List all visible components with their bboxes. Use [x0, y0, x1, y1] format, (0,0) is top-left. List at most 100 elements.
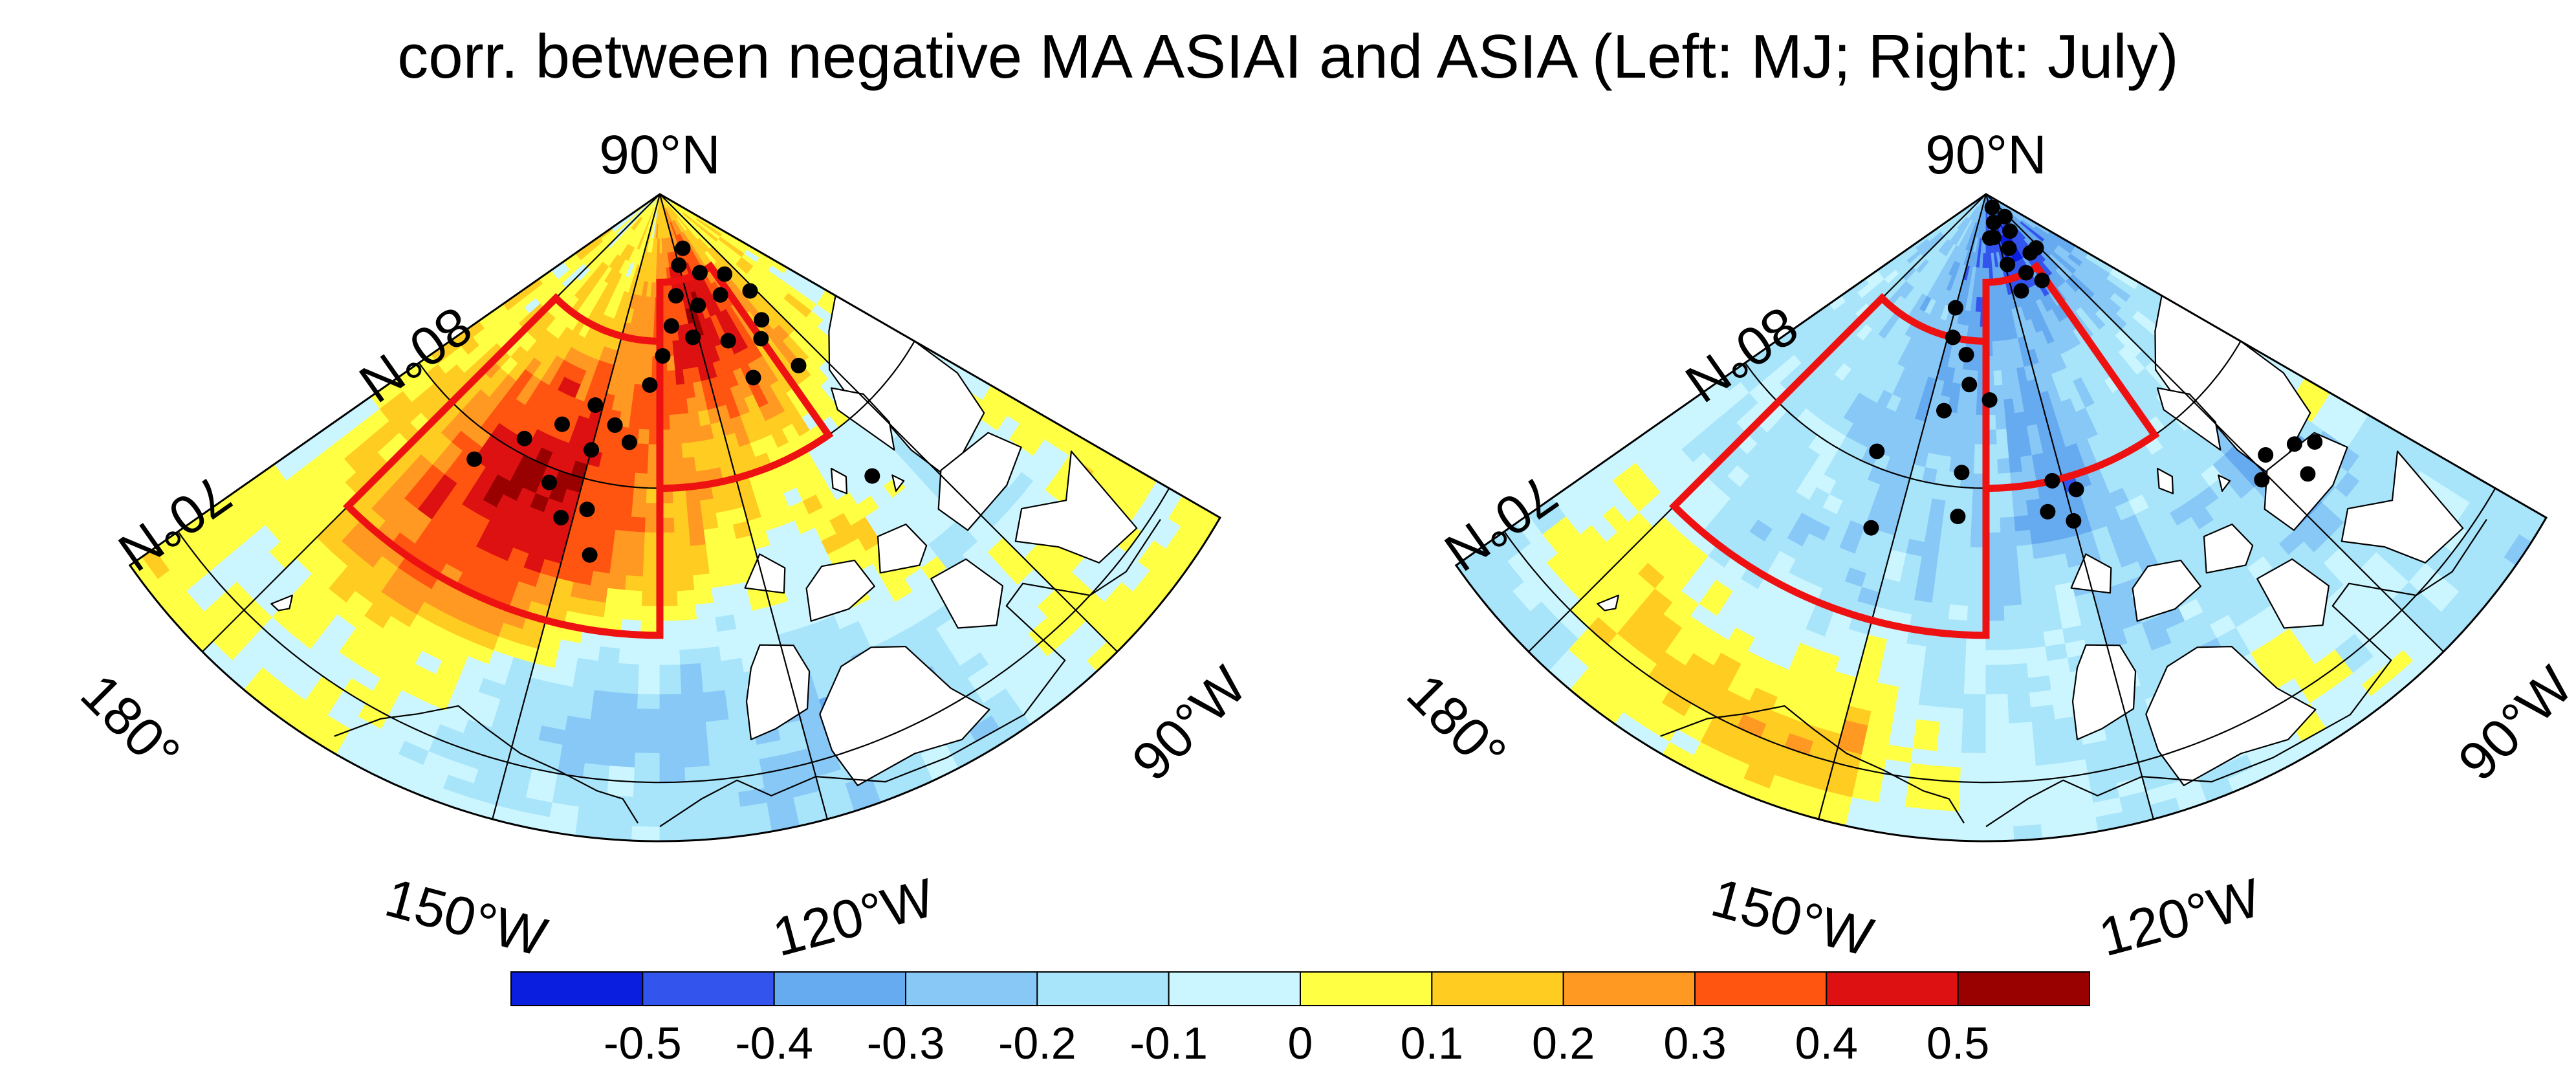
significance-dot — [2300, 466, 2316, 482]
colorbar-tick-label: 0.4 — [1795, 1018, 1858, 1068]
colorbar-tick-label: 0.2 — [1532, 1018, 1595, 1068]
lon-label: 150°W — [1705, 866, 1879, 967]
colorbar-tick-label: -0.5 — [604, 1018, 682, 1068]
meridian-line — [1818, 193, 1987, 820]
significance-dot — [1945, 329, 1961, 346]
colorbar-tick-label: -0.4 — [735, 1018, 813, 1068]
colorbar-swatch — [773, 971, 906, 1006]
colorbar-swatch — [642, 971, 775, 1006]
colorbar-tick-label: -0.1 — [1130, 1018, 1208, 1068]
lon-label: 90°W — [1120, 655, 1258, 792]
significance-dot — [655, 348, 671, 364]
colorbar-swatch — [1826, 971, 1959, 1006]
meridian-line — [1985, 193, 2154, 820]
coastlines — [270, 294, 1161, 828]
significance-dot — [1985, 230, 2002, 246]
colorbar-swatch — [1562, 971, 1696, 1006]
significance-dot — [1997, 208, 2013, 225]
meridian-line — [659, 193, 828, 820]
significance-dot — [2001, 240, 2017, 256]
lat-label: 90°N — [599, 124, 721, 185]
significance-dot — [2258, 447, 2274, 463]
significance-dot — [2040, 503, 2056, 520]
parallel-line — [1503, 487, 2496, 784]
significance-dot — [668, 288, 684, 304]
lon-label: 180° — [69, 662, 191, 784]
significance-dot — [621, 434, 637, 450]
colorbar: -0.5 -0.4 -0.3 -0.2 -0.1 0 0.1 0.2 0.3 0.4 0.5 — [510, 971, 2091, 1068]
colorbar-swatch — [1694, 971, 1828, 1006]
significance-dot — [516, 430, 532, 446]
lon-label: 90°W — [2447, 655, 2576, 792]
colorbar-swatch — [905, 971, 1038, 1006]
significance-dot — [712, 287, 728, 303]
significance-dot — [2044, 472, 2060, 489]
significance-dot — [675, 240, 691, 256]
significance-dot — [1947, 300, 1963, 316]
significance-dot — [1961, 377, 1978, 393]
colorbar-swatch — [510, 971, 644, 1006]
significance-dot — [753, 331, 769, 347]
significance-dot — [1981, 392, 1998, 408]
significance-dot — [671, 257, 687, 273]
significance-dot — [690, 297, 706, 313]
significance-dot — [2034, 272, 2050, 289]
colorbar-tick-label: 0.5 — [1927, 1018, 1989, 1068]
significance-dot — [2068, 481, 2084, 498]
significance-dot — [685, 329, 701, 346]
significance-dot — [720, 333, 736, 349]
significance-dot — [717, 266, 733, 282]
significance-dot — [1954, 465, 1970, 481]
colorbar-swatch — [1431, 971, 1564, 1006]
significance-dot — [553, 509, 569, 525]
significance-dot — [1984, 199, 2000, 215]
significance-dot — [579, 501, 595, 518]
significance-dot — [2307, 434, 2323, 450]
significance-dots — [466, 240, 880, 563]
lat-label: 90°N — [1925, 124, 2047, 185]
significance-dot — [2066, 512, 2082, 529]
significance-dot — [466, 451, 483, 467]
meridian-line — [1985, 193, 2444, 652]
region-boxes — [343, 261, 834, 639]
significance-dot — [2013, 283, 2029, 299]
significance-dots — [1863, 199, 2323, 536]
significance-dot — [2002, 223, 2018, 239]
significance-dot — [642, 377, 658, 393]
colorbar-tick-label: -0.3 — [867, 1018, 945, 1068]
significance-dot — [584, 442, 600, 458]
significance-dot — [554, 416, 570, 432]
significance-dot — [2000, 256, 2016, 272]
chart-title: corr. between negative MA ASIAI and ASIA… — [397, 22, 2178, 91]
significance-dot — [1936, 402, 1952, 419]
significance-dot — [1863, 520, 1879, 536]
colorbar-swatch — [1168, 971, 1301, 1006]
significance-dot — [541, 474, 557, 490]
significance-dot — [2028, 240, 2044, 256]
colorbar-tick-label: -0.2 — [998, 1018, 1076, 1068]
significance-dot — [791, 357, 807, 373]
meridian-line — [659, 193, 1118, 652]
map-frame — [1454, 193, 2548, 843]
significance-dot — [1950, 509, 1966, 525]
colorbar-swatch — [1957, 971, 2091, 1006]
meridian-line — [492, 193, 661, 820]
significance-dot — [754, 312, 770, 328]
colorbar-tick-label: 0 — [1288, 1018, 1313, 1068]
colorbar-tick-label: 0.1 — [1401, 1018, 1463, 1068]
colorbar-swatch — [1300, 971, 1433, 1006]
lon-label: 120°W — [767, 866, 941, 967]
significance-dot — [745, 369, 761, 386]
colorbar-swatch — [1036, 971, 1170, 1006]
significance-dot — [2018, 265, 2034, 281]
lon-label: 150°W — [379, 866, 553, 967]
parallel-line — [177, 487, 1170, 784]
map-frame — [128, 193, 1222, 843]
significance-dot — [582, 547, 598, 563]
lon-label: 120°W — [2093, 866, 2267, 967]
